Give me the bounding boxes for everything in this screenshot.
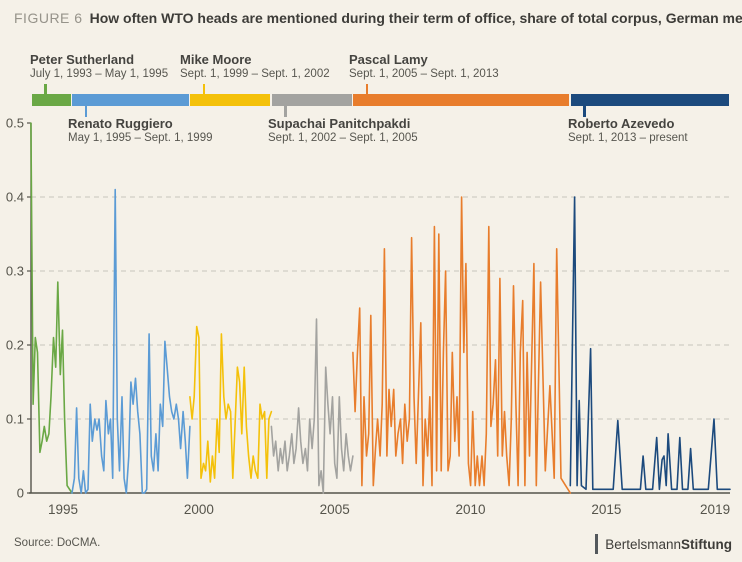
brand-text-regular: Bertelsmann xyxy=(605,536,682,552)
x-tick-label: 1995 xyxy=(48,502,78,517)
legend-person-name: Mike Moore xyxy=(180,52,252,67)
legend-person-dates: July 1, 1993 – May 1, 1995 xyxy=(30,68,169,80)
legend-tick-ruggiero xyxy=(84,106,88,117)
legend-tick-moore xyxy=(202,84,206,94)
series-line-pascal-lamy xyxy=(352,196,572,494)
x-tick-label: 2010 xyxy=(456,502,486,517)
source-note: Source: DoCMA. xyxy=(14,537,101,549)
series-line-roberto-azevedo xyxy=(569,196,731,491)
legend-tick-sutherland xyxy=(44,84,47,94)
timeline-segment-azevedo xyxy=(570,94,729,106)
timeline-segment-lamy xyxy=(353,94,570,106)
y-tick-label: 0.2 xyxy=(6,338,24,353)
legend-person-sutherland: Peter Sutherland July 1, 1993 – May 1, 19… xyxy=(30,52,168,81)
legend-person-name: Roberto Azevedo xyxy=(568,116,675,131)
brand-text: BertelsmannStiftung xyxy=(605,537,732,552)
legend-person-dates: Sept. 1, 2005 – Sept. 1, 2013 xyxy=(349,68,499,80)
y-tick-label: 0.5 xyxy=(6,116,24,131)
x-tick-label: 2019 xyxy=(700,502,730,517)
brand-logo: BertelsmannStiftung xyxy=(595,534,732,554)
brand-text-bold: Stiftung xyxy=(681,536,732,552)
timeline-segment-ruggiero xyxy=(72,94,189,106)
legend-person-name: Pascal Lamy xyxy=(349,52,428,67)
y-tick-label: 0 xyxy=(17,486,24,501)
x-tick-label: 2015 xyxy=(591,502,621,517)
legend-person-dates: Sept. 1, 2013 – present xyxy=(568,132,688,144)
series-line-renato-ruggiero xyxy=(71,188,191,494)
legend-tick-supachai xyxy=(284,106,287,117)
y-tick-label: 0.4 xyxy=(6,190,24,205)
timeline-segment-moore xyxy=(190,94,271,106)
series-line-supachai-panitchpakdi xyxy=(270,318,354,494)
legend-person-lamy: Pascal Lamy Sept. 1, 2005 – Sept. 1, 2013 xyxy=(349,52,499,81)
timeline-segment-sutherland xyxy=(31,94,71,106)
legend-tick-azevedo xyxy=(583,106,586,117)
series-line-mike-moore xyxy=(189,325,273,483)
y-tick-label: 0.3 xyxy=(6,264,24,279)
figure-title-text: How often WTO heads are mentioned during… xyxy=(89,10,742,26)
legend-person-ruggiero: Renato Ruggiero May 1, 1995 – Sept. 1, 19… xyxy=(68,116,213,145)
legend-person-dates: Sept. 1, 1999 – Sept. 1, 2002 xyxy=(180,68,330,80)
legend-person-supachai: Supachai Panitchpakdi Sept. 1, 2002 – Sep… xyxy=(268,116,418,145)
legend-person-name: Supachai Panitchpakdi xyxy=(268,116,411,131)
x-tick-label: 2000 xyxy=(184,502,214,517)
legend-tick-lamy xyxy=(365,84,369,94)
legend-person-dates: May 1, 1995 – Sept. 1, 1999 xyxy=(68,132,213,144)
legend-person-name: Peter Sutherland xyxy=(30,52,135,67)
legend-person-name: Renato Ruggiero xyxy=(68,116,173,131)
brand-bar xyxy=(595,534,599,554)
legend-person-azevedo: Roberto Azevedo Sept. 1, 2013 – present xyxy=(568,116,688,145)
page-title: FIGURE 6 How often WTO heads are mentione… xyxy=(14,9,742,27)
x-tick-label: 2005 xyxy=(320,502,350,517)
legend-person-moore: Mike Moore Sept. 1, 1999 – Sept. 1, 2002 xyxy=(180,52,330,81)
chart-svg: 0 0.1 0.2 0.3 0.4 0.5 1995 2000 2005 2010 2015 2019 xyxy=(6,116,731,517)
series-line-peter-sutherland xyxy=(30,122,73,494)
legend-person-dates: Sept. 1, 2002 – Sept. 1, 2005 xyxy=(268,132,418,144)
timeline-segment-supachai xyxy=(271,94,352,106)
y-tick-label: 0.1 xyxy=(6,412,24,427)
figure-label: FIGURE 6 xyxy=(14,10,83,26)
